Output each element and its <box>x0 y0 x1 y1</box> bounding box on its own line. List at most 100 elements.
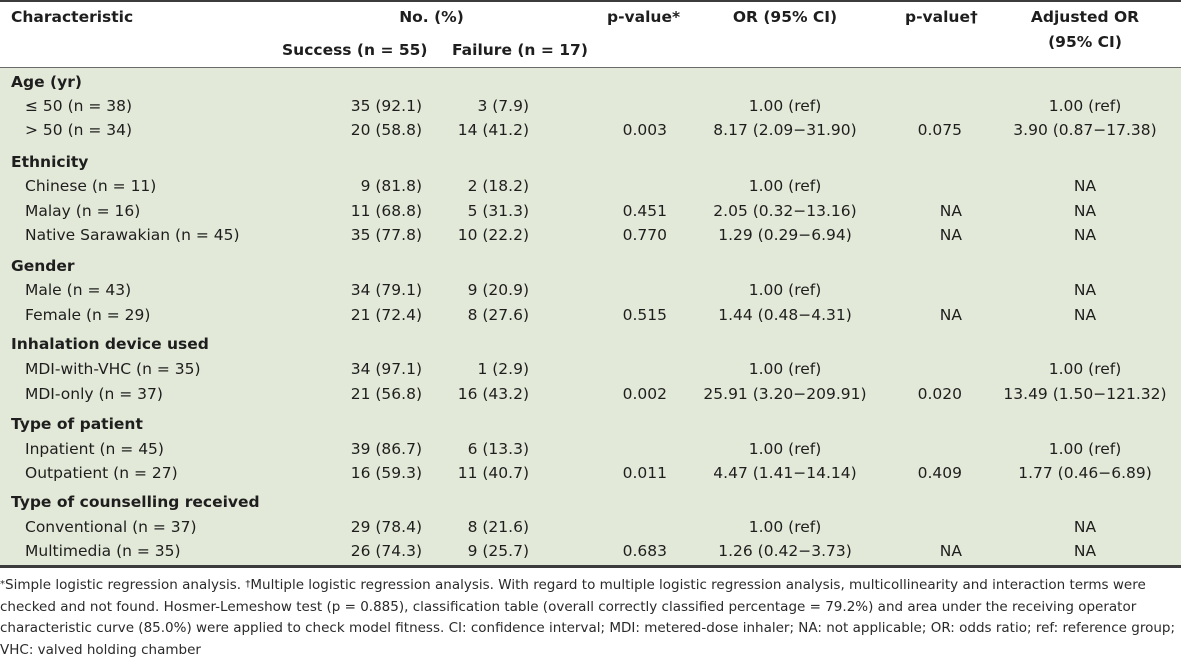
header-adjusted-or-ci: (95% CI) <box>1048 33 1122 51</box>
pvalue-simple <box>610 96 667 116</box>
failure-count: 8 (21.6) <box>467 518 529 536</box>
odds-ratio: 1.26 (0.42−3.73) <box>718 542 852 560</box>
odds-ratio: 2.05 (0.32−13.16) <box>713 202 857 220</box>
group-heading: Type of patient <box>11 415 143 433</box>
pvalue-multiple <box>900 96 962 116</box>
failure-count: 3 (7.9) <box>477 97 529 115</box>
odds-ratio: 1.00 (ref) <box>748 518 822 536</box>
pvalue-multiple: NA <box>939 542 962 560</box>
row-label: Male (n = 43) <box>25 281 132 299</box>
success-count: 16 (59.3) <box>350 464 422 482</box>
pvalue-multiple: 0.409 <box>917 464 962 482</box>
group-heading: Ethnicity <box>11 153 89 171</box>
failure-count: 1 (2.9) <box>477 360 529 378</box>
header-pvalue-multiple: p-value† <box>905 8 978 26</box>
success-count: 9 (81.8) <box>360 177 422 195</box>
adjusted-odds-ratio: 1.00 (ref) <box>1048 97 1122 115</box>
pvalue-simple <box>610 359 667 379</box>
success-count: 35 (77.8) <box>350 226 422 244</box>
pvalue-multiple: NA <box>939 306 962 324</box>
adjusted-odds-ratio: 1.00 (ref) <box>1048 360 1122 378</box>
header-divider <box>0 67 1181 68</box>
pvalue-multiple <box>900 280 962 300</box>
pvalue-multiple <box>900 517 962 537</box>
pvalue-simple <box>610 176 667 196</box>
success-count: 34 (79.1) <box>350 281 422 299</box>
pvalue-multiple: 0.020 <box>917 385 962 403</box>
adjusted-odds-ratio: 3.90 (0.87−17.38) <box>1013 121 1157 139</box>
row-label: Native Sarawakian (n = 45) <box>25 226 240 244</box>
header-adjusted-or: Adjusted OR <box>1030 8 1140 26</box>
odds-ratio: 4.47 (1.41−14.14) <box>713 464 857 482</box>
group-heading: Gender <box>11 257 75 275</box>
odds-ratio: 25.91 (3.20−209.91) <box>703 385 867 403</box>
failure-count: 16 (43.2) <box>457 385 529 403</box>
pvalue-simple: 0.003 <box>622 121 667 139</box>
row-label: > 50 (n = 34) <box>25 121 133 139</box>
failure-count: 6 (13.3) <box>467 440 529 458</box>
adjusted-odds-ratio: NA <box>1073 202 1097 220</box>
header-failure: Failure (n = 17) <box>452 41 588 59</box>
adjusted-odds-ratio: NA <box>1073 226 1097 244</box>
pvalue-multiple <box>900 359 962 379</box>
group-heading: Inhalation device used <box>11 335 209 353</box>
failure-count: 9 (20.9) <box>467 281 529 299</box>
row-label: MDI-with-VHC (n = 35) <box>25 360 201 378</box>
adjusted-odds-ratio: NA <box>1073 177 1097 195</box>
header-no-pct: No. (%) <box>399 8 464 26</box>
failure-count: 9 (25.7) <box>467 542 529 560</box>
pvalue-simple: 0.451 <box>622 202 667 220</box>
success-count: 34 (97.1) <box>350 360 422 378</box>
adjusted-odds-ratio: 1.77 (0.46−6.89) <box>1018 464 1152 482</box>
header-pvalue-simple: p-value* <box>607 8 681 26</box>
row-label: Multimedia (n = 35) <box>25 542 181 560</box>
odds-ratio: 1.00 (ref) <box>748 97 822 115</box>
odds-ratio: 1.00 (ref) <box>748 440 822 458</box>
table-top-rule <box>0 0 1181 2</box>
pvalue-simple <box>610 517 667 537</box>
pvalue-multiple: 0.075 <box>917 121 962 139</box>
row-label: Conventional (n = 37) <box>25 518 197 536</box>
success-count: 21 (56.8) <box>350 385 422 403</box>
group-heading: Age (yr) <box>11 73 82 91</box>
odds-ratio: 1.29 (0.29−6.94) <box>718 226 852 244</box>
pvalue-multiple <box>900 439 962 459</box>
success-count: 26 (74.3) <box>350 542 422 560</box>
group-heading: Type of counselling received <box>11 493 260 511</box>
pvalue-simple: 0.002 <box>622 385 667 403</box>
pvalue-simple <box>610 280 667 300</box>
table-body-background <box>0 68 1181 565</box>
table-footnote: *Simple logistic regression analysis. †M… <box>0 575 1181 661</box>
failure-count: 14 (41.2) <box>457 121 529 139</box>
pvalue-simple <box>610 439 667 459</box>
row-label: Chinese (n = 11) <box>25 177 157 195</box>
failure-count: 11 (40.7) <box>457 464 529 482</box>
adjusted-odds-ratio: 1.00 (ref) <box>1048 440 1122 458</box>
odds-ratio: 1.44 (0.48−4.31) <box>718 306 852 324</box>
pvalue-multiple: NA <box>939 202 962 220</box>
failure-count: 2 (18.2) <box>467 177 529 195</box>
row-label: MDI-only (n = 37) <box>25 385 163 403</box>
pvalue-multiple <box>900 176 962 196</box>
pvalue-simple: 0.515 <box>622 306 667 324</box>
odds-ratio: 1.00 (ref) <box>748 177 822 195</box>
row-label: ≤ 50 (n = 38) <box>25 97 133 115</box>
odds-ratio: 8.17 (2.09−31.90) <box>713 121 857 139</box>
odds-ratio: 1.00 (ref) <box>748 360 822 378</box>
footnote-text-multiple: Multiple logistic regression analysis. W… <box>0 577 1176 658</box>
success-count: 20 (58.8) <box>350 121 422 139</box>
footnote-text-simple: Simple logistic regression analysis. <box>5 577 246 593</box>
failure-count: 8 (27.6) <box>467 306 529 324</box>
table-bottom-rule <box>0 565 1181 568</box>
success-count: 21 (72.4) <box>350 306 422 324</box>
success-count: 39 (86.7) <box>350 440 422 458</box>
pvalue-simple: 0.011 <box>622 464 667 482</box>
success-count: 29 (78.4) <box>350 518 422 536</box>
footnote-mark-multiple: † <box>245 579 251 590</box>
adjusted-odds-ratio: NA <box>1073 518 1097 536</box>
row-label: Inpatient (n = 45) <box>25 440 164 458</box>
row-label: Outpatient (n = 27) <box>25 464 178 482</box>
pvalue-simple: 0.683 <box>622 542 667 560</box>
pvalue-multiple: NA <box>939 226 962 244</box>
